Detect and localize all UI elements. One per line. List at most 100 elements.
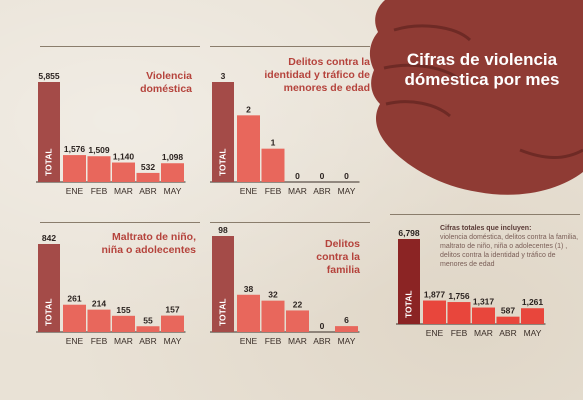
bar-mar xyxy=(112,315,135,332)
tick-label: FEB xyxy=(265,336,282,346)
bar-abr xyxy=(136,172,160,182)
tick-label: MAY xyxy=(164,336,182,346)
tick-label-total: TOTAL xyxy=(217,148,227,176)
chart-title: Violencia doméstica xyxy=(140,70,192,95)
tick-label: MAY xyxy=(164,186,182,196)
data-label: 3 xyxy=(221,71,226,81)
tick-label: MAR xyxy=(114,186,133,196)
data-label: 587 xyxy=(501,306,515,316)
bar-feb xyxy=(261,300,285,332)
bar-ene xyxy=(63,155,86,182)
data-label: 0 xyxy=(344,171,349,181)
tick-label: ABR xyxy=(313,186,330,196)
bar-may xyxy=(161,315,184,332)
data-label: 157 xyxy=(165,305,179,315)
chart-violencia-domestica: Violencia doméstica 5,855 TOTAL 1,576 ENE 1,… xyxy=(30,46,200,218)
chart-title: Maltrato de niño, niña o adolecentes xyxy=(101,231,196,256)
tick-label: ENE xyxy=(66,336,84,346)
data-label: 6 xyxy=(344,315,349,325)
tick-label-total: TOTAL xyxy=(43,298,53,326)
data-label: 1,261 xyxy=(522,297,544,307)
bar-feb xyxy=(447,302,471,324)
totals-note: Cifras totales que incluyen: violencia d… xyxy=(440,224,580,269)
data-label: 98 xyxy=(218,225,228,235)
bar-chart: 5,855 TOTAL 1,576 ENE 1,509 FEB 1,140 MAR 532 ABR… xyxy=(36,71,186,196)
data-label: 1 xyxy=(271,138,276,148)
note-text: violencia doméstica, delitos contra la f… xyxy=(440,234,579,268)
tick-label: FEB xyxy=(265,186,282,196)
top-rule xyxy=(390,214,580,215)
bar-chart: 6,798 TOTAL 1,877 ENE 1,756 FEB 1,317 MAR 587 ABR… xyxy=(396,228,546,338)
bar-total xyxy=(212,236,234,332)
top-rule xyxy=(40,222,200,223)
note-heading: Cifras totales que incluyen: xyxy=(440,225,532,232)
tick-label: MAY xyxy=(338,336,356,346)
chart-delitos-identidad: Delitos contra la identidad y tráfico de… xyxy=(210,46,370,218)
bar-ene xyxy=(237,294,260,332)
data-label: 0 xyxy=(320,171,325,181)
data-label: 1,576 xyxy=(64,144,86,154)
data-label: 5,855 xyxy=(38,71,60,81)
bar-may xyxy=(335,326,358,332)
bar-chart: 842 TOTAL 261 ENE 214 FEB 155 MAR 55 ABR 157 MAY xyxy=(36,233,186,346)
data-label: 1,140 xyxy=(113,152,135,162)
tick-label: ENE xyxy=(240,336,258,346)
bar-ene xyxy=(423,300,446,324)
tick-label: FEB xyxy=(451,328,468,338)
chart-cifras-totales: 6,798 TOTAL 1,877 ENE 1,756 FEB 1,317 MAR 587 ABR… xyxy=(390,214,580,364)
main-title: Cifras de violencia dómestica por mes xyxy=(404,50,560,89)
chart-title: Delitos contra la familia xyxy=(316,238,360,276)
data-label: 2 xyxy=(246,104,251,114)
bar-ene xyxy=(63,304,86,332)
chart-title: Delitos contra la identidad y tráfico de… xyxy=(264,56,370,94)
tick-label: MAR xyxy=(114,336,133,346)
tick-label-total: TOTAL xyxy=(403,290,413,318)
bar-abr xyxy=(496,316,520,324)
chart-maltrato: Maltrato de niño, niña o adolecentes 842… xyxy=(30,222,200,362)
tick-label: MAY xyxy=(524,328,542,338)
bar-feb xyxy=(87,156,111,182)
top-rule xyxy=(210,46,370,47)
bar-total xyxy=(398,239,420,324)
bar-total xyxy=(212,82,234,182)
tick-label: ABR xyxy=(139,336,156,346)
tick-label: MAR xyxy=(288,336,307,346)
tick-label: MAR xyxy=(474,328,493,338)
tick-label: ENE xyxy=(66,186,84,196)
data-label: 55 xyxy=(143,315,153,325)
data-label: 0 xyxy=(320,321,325,331)
bar-abr xyxy=(136,326,160,332)
data-label: 214 xyxy=(92,299,106,309)
tick-label: MAR xyxy=(288,186,307,196)
tick-label-total: TOTAL xyxy=(43,148,53,176)
data-label: 1,317 xyxy=(473,297,495,307)
data-label: 261 xyxy=(67,294,81,304)
tick-label: ABR xyxy=(139,186,156,196)
bar-total xyxy=(38,82,60,182)
top-rule xyxy=(210,222,370,223)
data-label: 32 xyxy=(268,290,278,300)
tick-label: ENE xyxy=(240,186,258,196)
bar-mar xyxy=(472,307,495,324)
data-label: 155 xyxy=(116,305,130,315)
top-rule xyxy=(40,46,200,47)
data-label: 22 xyxy=(293,299,303,309)
tick-label: MAY xyxy=(338,186,356,196)
bar-mar xyxy=(286,310,309,332)
bar-feb xyxy=(87,309,111,332)
bar-chart: 98 TOTAL 38 ENE 32 FEB 22 MAR 0 ABR 6 MAY xyxy=(210,225,360,346)
data-label: 1,756 xyxy=(448,291,470,301)
tick-label-total: TOTAL xyxy=(217,298,227,326)
tick-label: ABR xyxy=(499,328,516,338)
bar-may xyxy=(521,308,544,324)
bar-may xyxy=(161,163,184,182)
bar-mar xyxy=(112,162,135,182)
data-label: 6,798 xyxy=(398,228,420,238)
data-label: 38 xyxy=(244,284,254,294)
tick-label: FEB xyxy=(91,336,108,346)
chart-delitos-familia: Delitos contra la familia 98 TOTAL 38 ENE 32… xyxy=(210,222,370,362)
tick-label: ABR xyxy=(313,336,330,346)
bar-chart: 3 TOTAL 2 ENE 1 FEB 0 MAR 0 ABR 0 MAY xyxy=(210,71,360,196)
data-label: 842 xyxy=(42,233,56,243)
data-label: 1,098 xyxy=(162,152,184,162)
